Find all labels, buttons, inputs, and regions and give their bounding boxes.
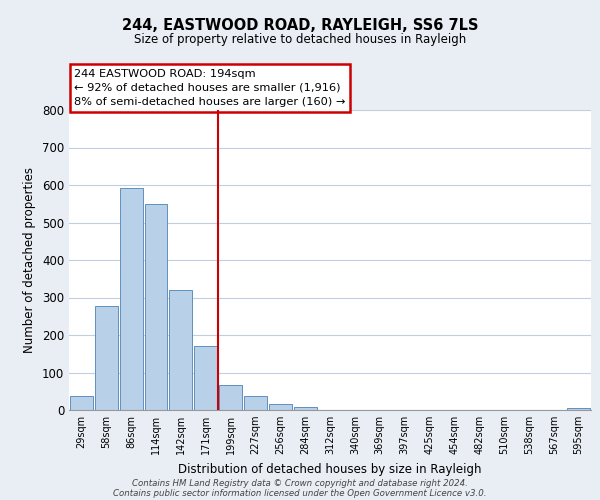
Bar [219, 385, 242, 410]
Y-axis label: Number of detached properties: Number of detached properties [23, 167, 37, 353]
Bar [70, 396, 93, 410]
Text: Contains HM Land Registry data © Crown copyright and database right 2024.: Contains HM Land Registry data © Crown c… [132, 478, 468, 488]
Bar [120, 188, 143, 410]
Bar [244, 396, 267, 410]
Bar [294, 407, 317, 410]
Text: 244, EASTWOOD ROAD, RAYLEIGH, SS6 7LS: 244, EASTWOOD ROAD, RAYLEIGH, SS6 7LS [122, 18, 478, 32]
Bar [95, 306, 118, 410]
Text: 244 EASTWOOD ROAD: 194sqm
← 92% of detached houses are smaller (1,916)
8% of sem: 244 EASTWOOD ROAD: 194sqm ← 92% of detac… [74, 69, 346, 107]
Bar [269, 404, 292, 410]
X-axis label: Distribution of detached houses by size in Rayleigh: Distribution of detached houses by size … [178, 462, 482, 475]
Bar [194, 346, 217, 410]
Bar [567, 408, 590, 410]
Text: Contains public sector information licensed under the Open Government Licence v3: Contains public sector information licen… [113, 488, 487, 498]
Text: Size of property relative to detached houses in Rayleigh: Size of property relative to detached ho… [134, 32, 466, 46]
Bar [169, 290, 192, 410]
Bar [145, 204, 167, 410]
